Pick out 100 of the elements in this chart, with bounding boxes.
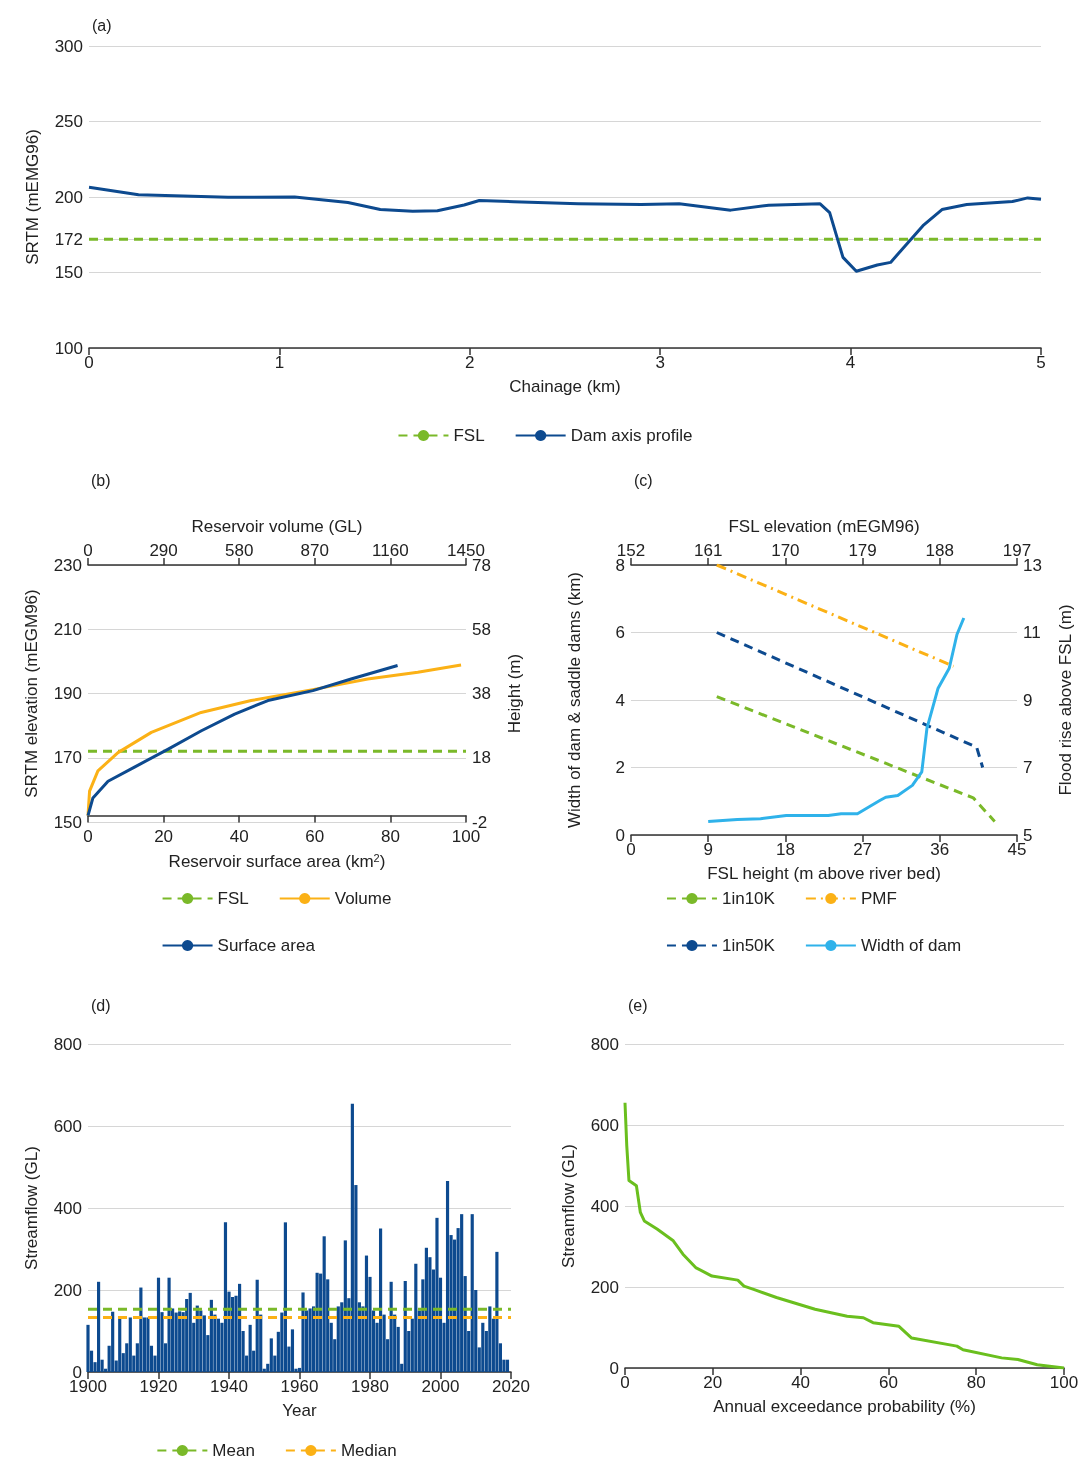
chart-title: (d) [91, 996, 111, 1014]
legend-label: Mean [212, 1441, 255, 1460]
bar [322, 1236, 326, 1372]
line-series [87, 185, 1043, 273]
bar [350, 1103, 354, 1372]
x-tick-label: 60 [305, 827, 325, 846]
y-axis-title: Streamflow (GL) [559, 1144, 578, 1268]
y-tick-label: 200 [54, 187, 83, 207]
line-series [706, 616, 966, 823]
y-tick-label: 150 [54, 263, 83, 282]
x-tick-label: 1900 [69, 1377, 107, 1396]
x-tick-label: 60 [878, 1373, 898, 1392]
bar [111, 1311, 115, 1372]
y-tick-label: 210 [53, 619, 82, 639]
bar [86, 1324, 90, 1372]
bar [336, 1306, 340, 1372]
legend-label: Width of dam [860, 936, 962, 955]
chart-title: (e) [628, 996, 648, 1014]
bar [308, 1308, 312, 1372]
x-tick-label: 5 [1036, 353, 1046, 372]
x-tick-label: 1960 [280, 1377, 319, 1396]
bar [188, 1292, 192, 1372]
legend-label: 1in50K [721, 936, 776, 955]
bar [156, 1277, 161, 1372]
y-tick-label: 190 [53, 684, 82, 703]
bar [269, 1338, 273, 1372]
x-tick-label: 2 [465, 353, 475, 372]
x-tick-label: 100 [451, 827, 481, 846]
bar [445, 1180, 450, 1372]
y-tick-label: 250 [54, 112, 83, 131]
x-tick-label: 1 [274, 353, 285, 372]
line-series [86, 664, 400, 818]
legend-label: Surface area [217, 936, 316, 955]
bar [495, 1251, 499, 1372]
x2-tick-label: 580 [225, 541, 254, 560]
bar [96, 1281, 101, 1372]
y2-tick-label: 7 [1023, 758, 1033, 777]
x2-tick-label: 170 [771, 541, 800, 560]
y-tick-label: 400 [590, 1196, 619, 1216]
bar [174, 1312, 178, 1372]
x-tick-label: 36 [930, 840, 950, 859]
x2-tick-label: 188 [925, 541, 954, 560]
x-tick-label: 9 [703, 840, 713, 859]
bar [178, 1311, 182, 1372]
bar [167, 1277, 171, 1372]
bar [230, 1296, 235, 1372]
bar [128, 1317, 132, 1372]
x2-tick-label: 870 [300, 541, 329, 560]
y2-tick-label: 38 [472, 684, 491, 703]
y-axis-title: SRTM (mEMG96) [23, 129, 42, 265]
y-tick-label: 800 [53, 1034, 82, 1054]
y-tick-label: 230 [53, 555, 82, 575]
y2-tick-label: 58 [472, 619, 491, 639]
x2-axis-title: Reservoir volume (GL) [191, 517, 363, 536]
y-tick-label: 400 [53, 1198, 82, 1218]
bar [435, 1217, 439, 1372]
y-tick-label: 4 [615, 690, 625, 710]
x-tick-label: 2020 [492, 1377, 530, 1396]
y-tick-label: 170 [53, 748, 82, 768]
bar [505, 1359, 510, 1372]
legend-label: FSL [217, 889, 249, 908]
y2-tick-label: 11 [1023, 623, 1041, 642]
bar [378, 1228, 383, 1372]
legend-label: Volume [334, 889, 392, 908]
y2-axis-title: Flood rise above FSL (m) [1056, 604, 1075, 796]
x2-axis-title: FSL elevation (mEGM96) [728, 517, 920, 536]
y-tick-label: 150 [53, 812, 82, 832]
bar [216, 1318, 221, 1372]
x-tick-label: 27 [853, 840, 873, 859]
x-tick-label: 20 [154, 827, 174, 846]
bar [488, 1306, 492, 1372]
y-tick-label: 0 [609, 1358, 619, 1378]
x-tick-label: 1940 [210, 1377, 248, 1396]
chart-title: (c) [634, 471, 653, 489]
y2-tick-label: 9 [1023, 690, 1033, 710]
y-tick-label: 200 [590, 1277, 619, 1297]
bar [202, 1315, 206, 1372]
legend-label: 1in10K [721, 889, 776, 908]
y-tick-label: 800 [590, 1034, 619, 1054]
y-tick-label: 600 [53, 1116, 82, 1136]
y-tick-label: 100 [54, 338, 83, 358]
x-tick-label: 1920 [139, 1377, 178, 1396]
x-axis-title: FSL height (m above river bed) [707, 864, 941, 883]
chart-title: (a) [92, 16, 112, 34]
bar [470, 1214, 474, 1372]
x-tick-label: 40 [791, 1373, 811, 1392]
y-tick-label: 2 [615, 758, 625, 777]
bar [460, 1214, 464, 1372]
x-tick-label: 80 [380, 827, 400, 846]
y2-axis-title: Height (m) [505, 653, 524, 734]
x2-tick-label: 179 [848, 541, 877, 560]
bar [424, 1247, 428, 1372]
legend-label: PMF [860, 889, 897, 908]
x-tick-label: 45 [1007, 840, 1027, 859]
y2-tick-label: 18 [472, 748, 491, 768]
legend-label: FSL [453, 426, 485, 445]
bar [290, 1329, 295, 1372]
legend-label: Dam axis profile [570, 426, 693, 445]
y-tick-label: 200 [53, 1280, 82, 1300]
bar [343, 1240, 347, 1372]
